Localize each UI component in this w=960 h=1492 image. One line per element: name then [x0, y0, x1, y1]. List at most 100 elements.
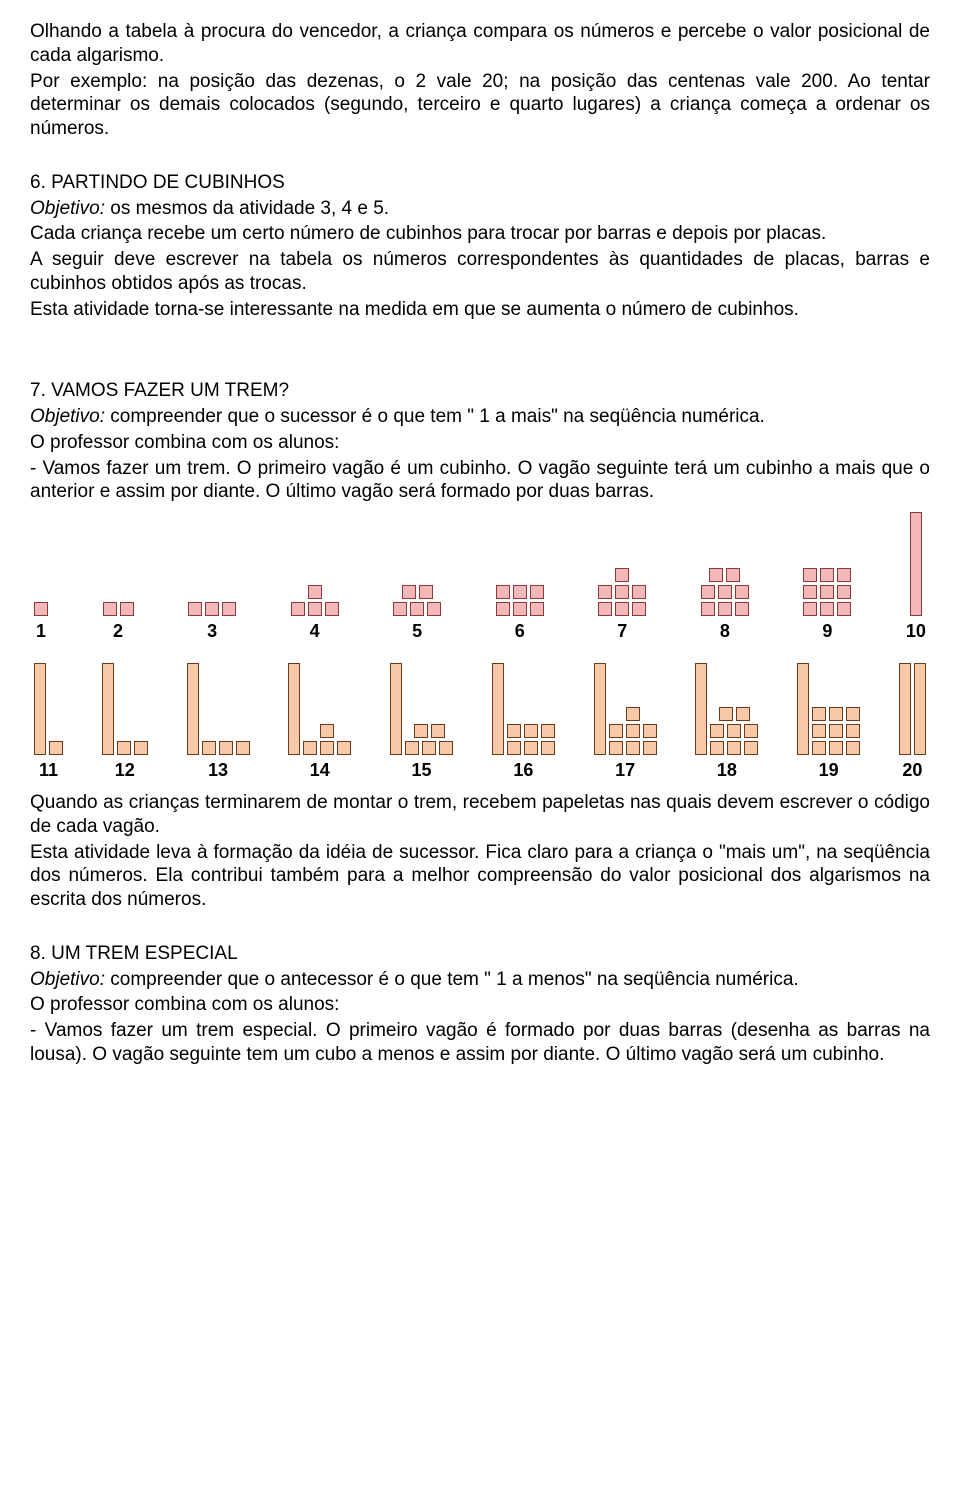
- cube-icon: [837, 568, 851, 582]
- cube-row: [701, 602, 749, 616]
- cube-icon: [496, 602, 510, 616]
- cube-icon: [829, 741, 843, 755]
- cube-stack: [507, 724, 555, 755]
- cube-icon: [320, 724, 334, 738]
- bar-icon: [102, 663, 114, 755]
- cube-row: [609, 724, 657, 738]
- cube-icon: [643, 741, 657, 755]
- cube-icon: [393, 602, 407, 616]
- car-number: 11: [39, 759, 58, 782]
- cube-icon: [727, 724, 741, 738]
- cube-icon: [846, 707, 860, 721]
- cube-row: [701, 585, 749, 599]
- section-7-title: 7. VAMOS FAZER UM TREM?: [30, 379, 930, 403]
- car-number: 16: [513, 759, 533, 782]
- cube-stack: [202, 741, 250, 755]
- bar-icon: [910, 512, 922, 616]
- cube-icon: [419, 585, 433, 599]
- section-8-p2: - Vamos fazer um trem especial. O primei…: [30, 1019, 930, 1067]
- bar-icon: [187, 663, 199, 755]
- section-7-p3: Quando as crianças terminarem de montar …: [30, 791, 930, 839]
- cube-row: [202, 741, 250, 755]
- section-6-p1: Cada criança recebe um certo número de c…: [30, 222, 930, 246]
- cube-icon: [291, 602, 305, 616]
- cube-row: [626, 707, 640, 721]
- cube-icon: [626, 724, 640, 738]
- cube-icon: [727, 741, 741, 755]
- section-7-p1: O professor combina com os alunos:: [30, 431, 930, 455]
- cube-icon: [615, 602, 629, 616]
- cube-icon: [735, 585, 749, 599]
- blocks-group: [496, 522, 544, 616]
- blocks-group: [390, 661, 453, 755]
- cube-row: [598, 585, 646, 599]
- train-car: 19: [797, 661, 860, 782]
- train-car: 15: [390, 661, 453, 782]
- cube-icon: [134, 741, 148, 755]
- cube-row: [507, 741, 555, 755]
- cube-stack: [34, 602, 48, 616]
- cube-icon: [744, 724, 758, 738]
- section-6-p2: A seguir deve escrever na tabela os núme…: [30, 248, 930, 296]
- cube-row: [103, 602, 134, 616]
- cube-icon: [427, 602, 441, 616]
- cube-stack: [803, 568, 851, 616]
- train-diagram-row-1: 12345678910: [30, 522, 930, 643]
- cube-icon: [820, 568, 834, 582]
- cube-stack: [49, 741, 63, 755]
- train-car: 13: [187, 661, 250, 782]
- cube-row: [393, 602, 441, 616]
- cube-icon: [846, 724, 860, 738]
- section-6-p3: Esta atividade torna-se interessante na …: [30, 298, 930, 322]
- car-number: 3: [207, 620, 217, 643]
- cube-icon: [829, 724, 843, 738]
- cube-stack: [291, 585, 339, 616]
- cube-row: [507, 724, 555, 738]
- section-6-title: 6. PARTINDO DE CUBINHOS: [30, 171, 930, 195]
- objective-label: Objetivo:: [30, 406, 105, 427]
- train-car: 3: [188, 522, 236, 643]
- blocks-group: [695, 661, 758, 755]
- cube-row: [405, 741, 453, 755]
- cube-icon: [735, 602, 749, 616]
- bar-icon: [797, 663, 809, 755]
- cube-row: [303, 741, 351, 755]
- cube-icon: [803, 568, 817, 582]
- blocks-group: [910, 522, 922, 616]
- cube-stack: [103, 602, 134, 616]
- car-number: 19: [819, 759, 839, 782]
- cube-icon: [439, 741, 453, 755]
- cube-icon: [414, 724, 428, 738]
- bar-icon: [288, 663, 300, 755]
- blocks-group: [188, 522, 236, 616]
- blocks-group: [102, 661, 148, 755]
- cube-icon: [308, 602, 322, 616]
- bar-icon: [594, 663, 606, 755]
- blocks-group: [598, 522, 646, 616]
- cube-row: [803, 585, 851, 599]
- train-car: 5: [393, 522, 441, 643]
- cube-icon: [34, 602, 48, 616]
- cube-icon: [103, 602, 117, 616]
- objective-label: Objetivo:: [30, 198, 105, 219]
- cube-icon: [643, 724, 657, 738]
- train-car: 1: [34, 522, 48, 643]
- cube-icon: [541, 724, 555, 738]
- cube-stack: [609, 707, 657, 755]
- cube-icon: [632, 585, 646, 599]
- cube-icon: [609, 724, 623, 738]
- bar-icon: [390, 663, 402, 755]
- train-car: 14: [288, 661, 351, 782]
- car-number: 6: [515, 620, 525, 643]
- car-number: 20: [902, 759, 922, 782]
- cube-icon: [812, 741, 826, 755]
- cube-stack: [812, 707, 860, 755]
- cube-icon: [205, 602, 219, 616]
- objective-label: Objetivo:: [30, 969, 105, 990]
- cube-row: [709, 568, 740, 582]
- cube-icon: [719, 707, 733, 721]
- cube-row: [496, 585, 544, 599]
- cube-icon: [710, 724, 724, 738]
- cube-icon: [803, 585, 817, 599]
- cube-icon: [524, 724, 538, 738]
